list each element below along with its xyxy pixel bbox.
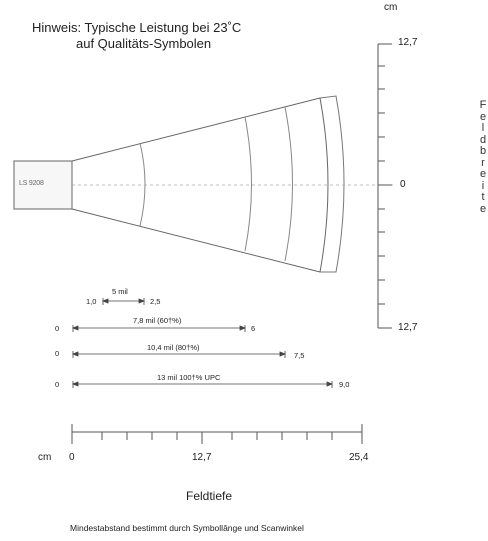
y-axis-bottom-label: 12,7 xyxy=(398,322,418,333)
y-axis-title-letter: l xyxy=(481,122,485,134)
range-bar-104mil xyxy=(71,351,287,358)
x-axis-tick-127: 12,7 xyxy=(192,452,212,463)
scan-field-tip xyxy=(319,95,345,273)
x-axis-ticks xyxy=(71,424,363,444)
y-axis-center-label: 0 xyxy=(400,179,406,190)
range-arc-104mil xyxy=(284,106,293,262)
range-bar-5mil xyxy=(101,298,146,305)
scanner-label: LS 9208 xyxy=(19,180,44,187)
y-axis-title-letter: e xyxy=(479,202,487,215)
range-arc-78mil xyxy=(244,116,252,252)
range-label-5mil: 5 mil xyxy=(112,287,128,296)
y-axis-title: F e l d b r e i t e xyxy=(478,99,488,215)
y-axis-title-letter: i xyxy=(481,179,485,192)
y-axis-unit: cm xyxy=(384,2,398,13)
range-end-13mil: 9,0 xyxy=(339,380,350,389)
y-axis-title-letter: d xyxy=(479,133,487,146)
range-end-5mil: 2,5 xyxy=(150,297,161,306)
range-start-13mil: 0 xyxy=(55,380,60,389)
range-end-104mil: 7,5 xyxy=(294,351,305,360)
y-axis-title-letter: r xyxy=(481,156,485,169)
y-axis-title-letter: t xyxy=(481,191,485,203)
range-label-13mil: 13 mil 100†% UPC xyxy=(157,373,221,382)
note-line-2: auf Qualitäts-Symbolen xyxy=(76,36,212,51)
y-axis-title-letter: F xyxy=(479,99,487,111)
y-axis-minor-ticks xyxy=(378,65,392,305)
x-axis-unit: cm xyxy=(38,452,52,463)
y-axis-title-letter: e xyxy=(479,168,487,180)
range-bar-13mil xyxy=(71,381,334,388)
range-label-104mil: 10,4 mil (80†%) xyxy=(147,343,200,352)
x-axis-title: Feldtiefe xyxy=(186,489,233,503)
x-axis-tick-0: 0 xyxy=(69,452,75,463)
range-start-5mil: 1,0 xyxy=(86,297,97,306)
range-end-78mil: 6 xyxy=(251,324,256,333)
scanner-box xyxy=(13,160,73,210)
y-axis-title-letter: e xyxy=(479,110,487,123)
y-axis-top-label: 12,7 xyxy=(398,37,418,48)
note-line-1: Hinweis: Typische Leistung bei 23˚C xyxy=(32,20,242,35)
range-start-104mil: 0 xyxy=(55,349,60,358)
range-label-78mil: 7,8 mil (60†%) xyxy=(133,316,182,325)
range-arc-5mil xyxy=(139,142,146,227)
x-axis-tick-254: 25,4 xyxy=(349,452,369,463)
footer-note: Mindestabstand bestimmt durch Symbollâng… xyxy=(70,523,304,533)
y-axis-title-letter: b xyxy=(479,145,487,157)
scan-field-outline xyxy=(71,97,329,273)
range-start-78mil: 0 xyxy=(55,324,60,333)
range-bar-78mil xyxy=(71,325,247,332)
